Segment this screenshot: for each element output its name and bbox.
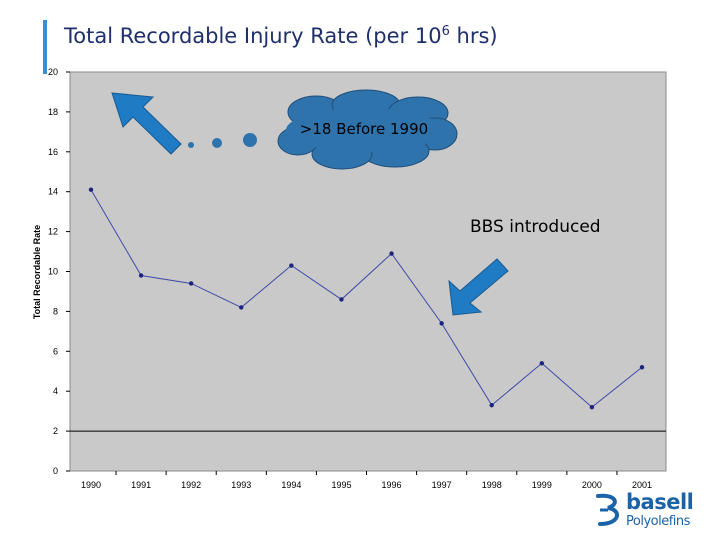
- x-axis-ticks: 1990 1991 1992 1993 1994 1995 1996 1997 1998 1999…: [81, 471, 652, 490]
- logo-wordmark: basell: [626, 490, 694, 514]
- y-axis-ticks: 0 2 4 6 8 10 12 14 16 18 20: [48, 67, 70, 476]
- data-point: [589, 404, 595, 410]
- callout-dot-small: [188, 142, 194, 148]
- data-point: [239, 305, 244, 310]
- callout-dot-large: [243, 133, 257, 147]
- x-tick-label: 1997: [432, 480, 452, 490]
- x-tick-label: 2001: [632, 480, 652, 490]
- series-line: [90, 189, 643, 408]
- x-tick-label: 1992: [181, 480, 201, 490]
- page-title: Total Recordable Injury Rate (per 106 hr…: [64, 24, 498, 48]
- data-point: [389, 251, 394, 256]
- data-point: [138, 273, 144, 278]
- data-point: [439, 321, 444, 326]
- data-point: [88, 187, 94, 192]
- data-point: [539, 361, 545, 366]
- x-tick-label: 1995: [331, 480, 351, 490]
- y-tick-label: 16: [48, 147, 58, 157]
- callout-cloud: >18 Before 1990: [188, 89, 458, 170]
- x-tick-label: 2000: [582, 480, 602, 490]
- y-tick-label: 0: [53, 466, 58, 476]
- data-point: [489, 402, 494, 408]
- data-point: [339, 297, 344, 302]
- y-tick-label: 4: [53, 386, 58, 396]
- y-tick-label: 14: [48, 187, 58, 197]
- data-point: [289, 263, 294, 268]
- y-tick-label: 8: [53, 306, 58, 316]
- logo-mark-icon: [596, 493, 619, 526]
- y-tick-label: 20: [48, 67, 58, 77]
- y-axis-label: Total Recordable Rate: [32, 225, 42, 319]
- y-tick-label: 18: [48, 107, 58, 117]
- x-tick-label: 1991: [131, 480, 151, 490]
- company-logo: basell Polyolefins: [592, 490, 720, 536]
- data-point: [639, 365, 645, 370]
- x-tick-label: 1999: [532, 480, 552, 490]
- callout-dot-medium: [212, 138, 222, 148]
- data-points: [88, 187, 645, 410]
- y-tick-label: 10: [48, 267, 58, 277]
- y-tick-label: 6: [53, 346, 58, 356]
- y-tick-label: 2: [53, 426, 58, 436]
- x-tick-label: 1990: [81, 480, 101, 490]
- x-tick-label: 1994: [281, 480, 301, 490]
- title-accent-bar: [43, 20, 47, 74]
- y-tick-label: 12: [48, 227, 58, 237]
- x-tick-label: 1996: [382, 480, 402, 490]
- logo-subtitle: Polyolefins: [626, 514, 690, 529]
- data-point: [188, 281, 194, 286]
- arrow-up-left-icon: [111, 92, 182, 155]
- x-tick-label: 1993: [231, 480, 251, 490]
- x-tick-label: 1998: [482, 480, 502, 490]
- bbs-introduced-label: BBS introduced: [470, 217, 601, 237]
- callout-before-1990-text: >18 Before 1990: [300, 120, 428, 138]
- arrow-down-left-icon: [448, 258, 509, 316]
